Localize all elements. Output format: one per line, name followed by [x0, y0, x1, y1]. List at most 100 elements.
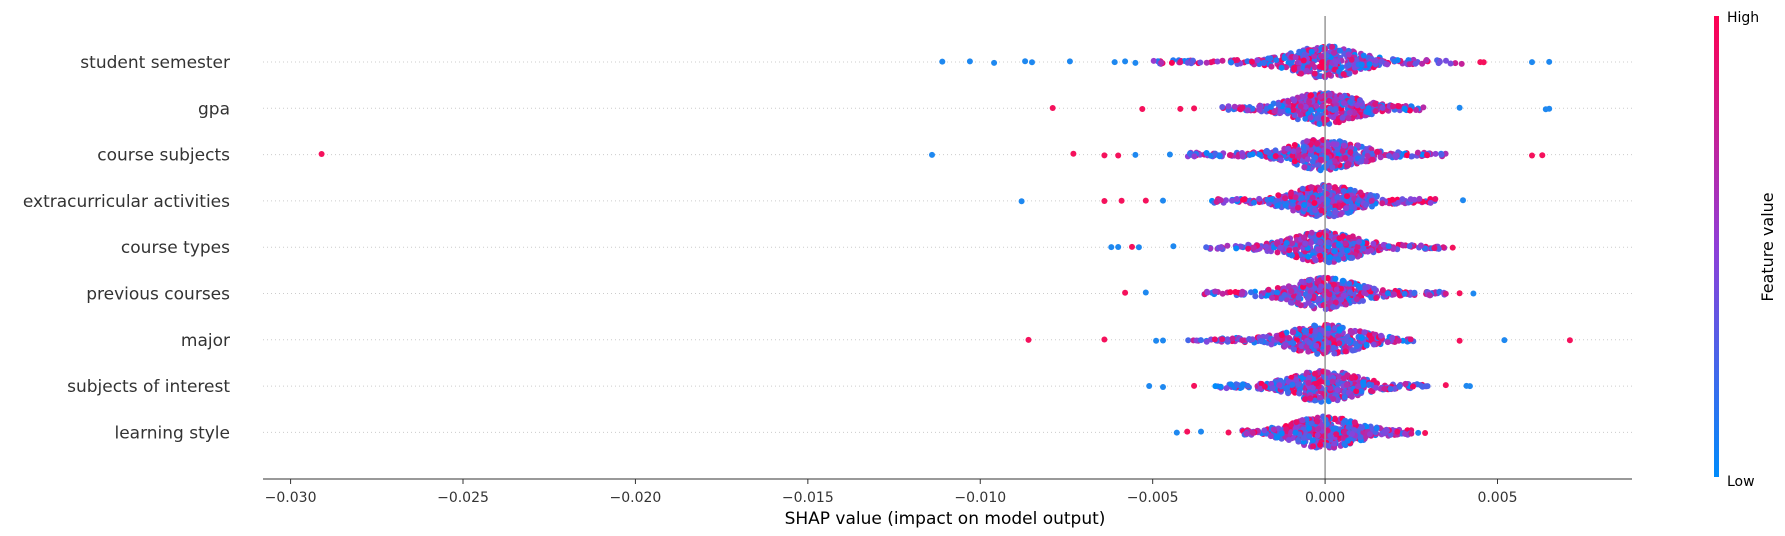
shap-point: [1326, 184, 1333, 191]
feature-label: previous courses: [86, 285, 230, 305]
shap-point: [1288, 190, 1294, 197]
shap-point: [1390, 246, 1397, 252]
shap-point: [1217, 197, 1224, 204]
shap-point: [1244, 58, 1251, 65]
shap-point: [1285, 283, 1292, 290]
shap-point: [1355, 428, 1362, 435]
shap-point: [1324, 330, 1331, 337]
shap-point: [1286, 247, 1293, 254]
feature-label: course types: [121, 238, 230, 258]
shap-point: [1364, 153, 1371, 159]
shap-point: [1312, 323, 1319, 329]
shap-point: [1317, 239, 1324, 246]
shap-point: [1306, 293, 1313, 300]
shap-point: [1404, 152, 1411, 159]
shap-point: [1272, 153, 1279, 160]
shap-point: [1267, 433, 1274, 440]
shap-point: [1331, 49, 1337, 56]
shap-point: [1330, 141, 1337, 148]
shap-point: [1211, 336, 1218, 343]
shap-point: [1377, 154, 1384, 161]
shap-point: [1240, 196, 1247, 203]
shap-point: [1325, 325, 1332, 332]
shap-point: [1274, 285, 1281, 291]
shap-point: [1203, 338, 1210, 345]
shap-point: [1385, 243, 1392, 250]
shap-point: [1332, 58, 1339, 65]
shap-point: [1369, 203, 1375, 210]
shap-point: [1358, 334, 1365, 341]
shap-point-low: [1146, 383, 1153, 389]
shap-point: [1334, 194, 1341, 201]
shap-point: [1332, 299, 1339, 306]
shap-point-high: [1456, 290, 1463, 297]
shap-point: [1244, 107, 1251, 114]
shap-point: [1291, 97, 1297, 104]
shap-point-high: [1191, 382, 1198, 389]
shap-point: [1273, 434, 1280, 441]
shap-point: [1322, 232, 1329, 239]
shap-point: [1336, 326, 1343, 333]
shap-points: [318, 43, 1573, 451]
shap-point: [1265, 286, 1272, 293]
shap-point: [1295, 381, 1302, 388]
shap-point: [1341, 50, 1348, 57]
shap-point: [1229, 335, 1236, 342]
shap-point: [1317, 441, 1324, 448]
shap-point: [1341, 100, 1347, 106]
shap-point: [1316, 187, 1323, 193]
shap-point: [1372, 108, 1379, 115]
shap-point: [1371, 285, 1378, 292]
shap-point: [1307, 114, 1314, 121]
shap-point: [1218, 244, 1225, 251]
shap-point: [1330, 107, 1337, 113]
shap-point: [1295, 436, 1302, 443]
shap-point: [1345, 209, 1352, 216]
shap-point: [1353, 296, 1360, 303]
shap-point: [1278, 430, 1285, 437]
shap-point: [1334, 387, 1341, 394]
shap-point: [1395, 199, 1402, 206]
shap-point-low: [1470, 290, 1477, 297]
shap-point-low: [1153, 337, 1160, 344]
shap-point: [1358, 388, 1365, 395]
shap-point: [1327, 254, 1333, 261]
shap-point: [1335, 333, 1341, 339]
shap-point: [1337, 211, 1344, 218]
shap-point: [1289, 240, 1296, 247]
colorbar-low-label: Low: [1727, 474, 1755, 490]
shap-point: [1276, 382, 1283, 389]
shap-point: [1267, 55, 1274, 62]
shap-point: [1349, 329, 1356, 336]
shap-point: [1373, 295, 1380, 301]
shap-point: [1290, 207, 1297, 214]
feature-rows: student semester gpa course subjects extrac…: [23, 53, 1632, 443]
shap-point: [1410, 383, 1416, 390]
shap-point: [1351, 109, 1358, 116]
shap-point: [1229, 197, 1235, 204]
shap-point: [1325, 259, 1332, 266]
shap-point: [1326, 210, 1332, 217]
shap-point: [1424, 152, 1430, 158]
shap-point-low: [1546, 105, 1553, 112]
shap-point: [1334, 146, 1341, 153]
shap-point: [1332, 416, 1338, 422]
shap-point: [1317, 167, 1324, 174]
shap-point: [1256, 195, 1263, 202]
shap-point: [1316, 378, 1323, 385]
shap-point: [1355, 197, 1362, 204]
shap-point: [1387, 431, 1394, 438]
shap-point: [1251, 199, 1257, 206]
shap-point: [1268, 196, 1275, 203]
shap-point: [1318, 53, 1325, 60]
shap-point: [1399, 337, 1406, 344]
shap-point: [1395, 103, 1402, 110]
shap-point: [1302, 103, 1309, 110]
shap-point: [1345, 51, 1352, 58]
feature-label: extracurricular activities: [23, 192, 230, 212]
shap-point: [1360, 382, 1367, 389]
shap-point: [1312, 207, 1319, 214]
shap-point: [1340, 188, 1347, 194]
colorbar-high-label: High: [1727, 10, 1759, 26]
shap-point: [1290, 107, 1297, 113]
